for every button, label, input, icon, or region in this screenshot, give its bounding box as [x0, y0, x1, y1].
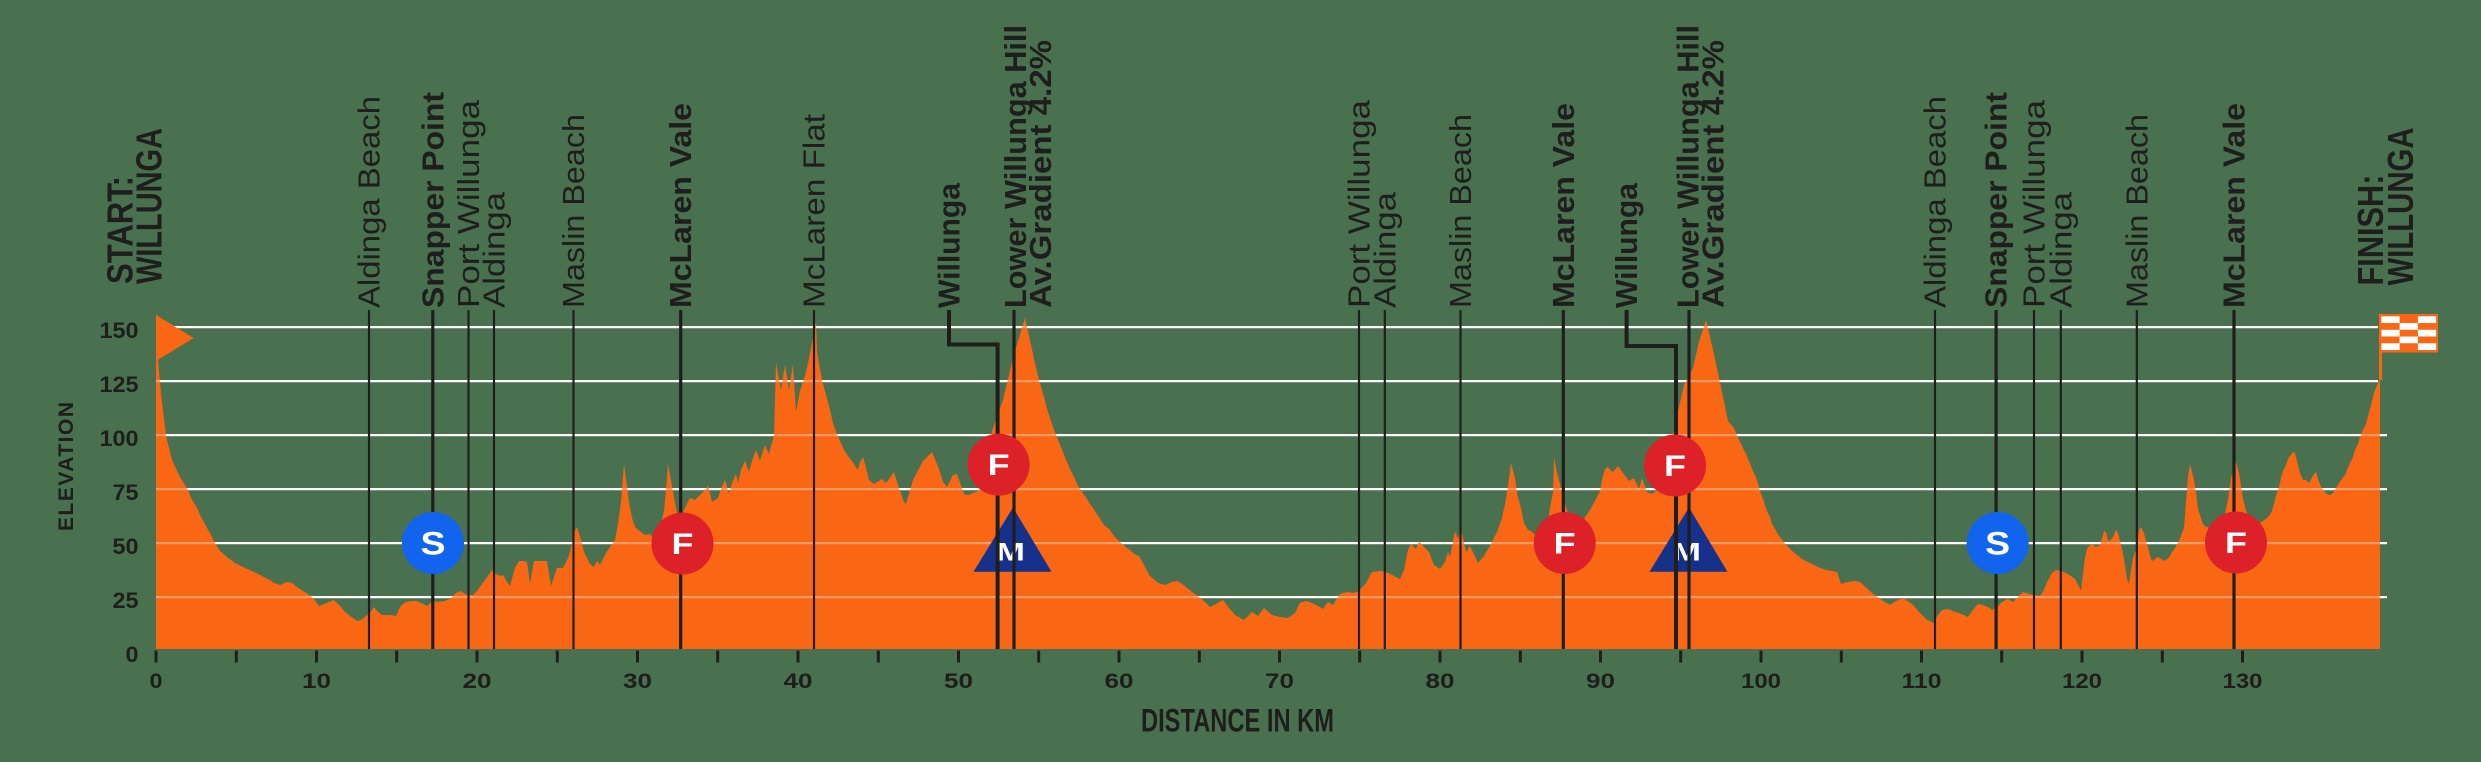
svg-text:20: 20: [463, 670, 492, 693]
svg-text:S: S: [421, 525, 446, 561]
svg-text:F: F: [2225, 527, 2247, 560]
svg-text:Snapper Point: Snapper Point: [415, 92, 450, 308]
svg-text:Lower Willunga Hill: Lower Willunga Hill: [998, 25, 1033, 308]
svg-text:F: F: [672, 528, 694, 561]
svg-text:30: 30: [623, 670, 652, 693]
svg-text:40: 40: [784, 670, 813, 693]
svg-text:Port Willunga: Port Willunga: [1342, 99, 1377, 308]
svg-text:Lower Willunga Hill: Lower Willunga Hill: [1671, 25, 1706, 308]
svg-text:80: 80: [1426, 670, 1455, 693]
svg-text:Willunga: Willunga: [932, 182, 967, 308]
svg-text:120: 120: [2062, 670, 2102, 693]
svg-text:S: S: [1985, 525, 2010, 561]
svg-text:McLaren Vale: McLaren Vale: [2217, 103, 2252, 308]
svg-text:110: 110: [1902, 670, 1942, 693]
svg-text:Maslin Beach: Maslin Beach: [2119, 114, 2154, 308]
svg-text:Av.Gradient 4.2%: Av.Gradient 4.2%: [1023, 40, 1058, 308]
svg-text:90: 90: [1586, 670, 1615, 693]
svg-text:10: 10: [302, 670, 331, 693]
svg-text:Maslin Beach: Maslin Beach: [556, 114, 591, 308]
svg-text:100: 100: [1741, 670, 1781, 693]
svg-text:McLaren Flat: McLaren Flat: [797, 114, 832, 308]
svg-text:Port Willunga: Port Willunga: [451, 99, 486, 308]
svg-text:M: M: [996, 539, 1025, 567]
svg-text:F: F: [1664, 450, 1686, 483]
svg-text:50: 50: [944, 670, 973, 693]
svg-text:Aldinga Beach: Aldinga Beach: [1918, 96, 1953, 308]
svg-text:75: 75: [113, 480, 139, 505]
svg-text:Aldinga Beach: Aldinga Beach: [352, 96, 387, 308]
svg-text:Av.Gradient 4.2%: Av.Gradient 4.2%: [1696, 40, 1731, 308]
svg-text:0: 0: [126, 642, 139, 667]
svg-text:FINISH:: FINISH:: [2350, 175, 2391, 286]
svg-text:Snapper Point: Snapper Point: [1979, 92, 2014, 308]
svg-text:Port Willunga: Port Willunga: [2017, 99, 2052, 308]
svg-text:0: 0: [150, 670, 163, 693]
svg-text:DISTANCE IN KM: DISTANCE IN KM: [1141, 703, 1334, 739]
svg-text:START:: START:: [100, 176, 141, 284]
svg-text:Willunga: Willunga: [1609, 182, 1644, 308]
svg-text:Aldinga: Aldinga: [1367, 191, 1402, 308]
svg-text:ELEVATION: ELEVATION: [55, 402, 78, 531]
svg-text:WILLUNGA: WILLUNGA: [129, 128, 170, 284]
svg-text:WILLUNGA: WILLUNGA: [2380, 128, 2421, 286]
svg-text:Aldinga: Aldinga: [2043, 191, 2078, 308]
svg-text:60: 60: [1105, 670, 1134, 693]
svg-text:100: 100: [100, 426, 139, 451]
svg-text:150: 150: [100, 318, 139, 343]
svg-text:McLaren Vale: McLaren Vale: [663, 103, 698, 308]
svg-text:130: 130: [2223, 670, 2263, 693]
svg-text:Aldinga: Aldinga: [477, 191, 512, 308]
svg-text:25: 25: [113, 588, 139, 613]
svg-text:50: 50: [113, 534, 139, 559]
svg-text:125: 125: [100, 372, 139, 397]
svg-text:F: F: [988, 449, 1010, 482]
svg-text:Maslin Beach: Maslin Beach: [1443, 114, 1478, 308]
svg-text:70: 70: [1265, 670, 1294, 693]
svg-text:McLaren Vale: McLaren Vale: [1546, 103, 1581, 308]
svg-text:F: F: [1554, 528, 1576, 561]
